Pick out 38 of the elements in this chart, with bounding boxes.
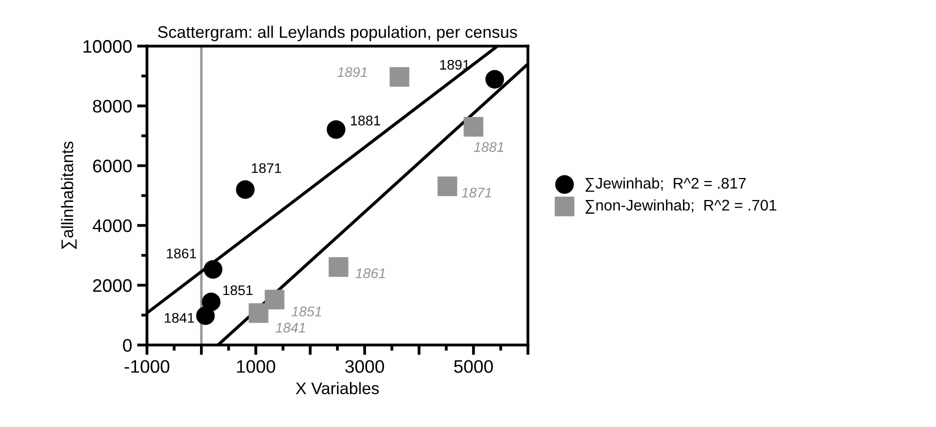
point xyxy=(328,257,348,277)
point xyxy=(390,67,410,87)
y-axis-title: ∑allinhabitants xyxy=(61,142,77,249)
annotation: 1881 xyxy=(474,142,504,152)
legend-label: ∑non-Jewinhab; R^2 = .701 xyxy=(586,199,776,214)
legend-label: ∑Jewinhab; R^2 = .817 xyxy=(586,177,746,192)
point xyxy=(438,176,458,196)
x-tick-label: 5000 xyxy=(454,360,493,373)
annotation: 1851 xyxy=(223,285,252,296)
y-tick-label: 10000 xyxy=(84,40,132,53)
x-tick-label: -1000 xyxy=(124,360,170,373)
annotation: 1891 xyxy=(337,67,367,78)
point xyxy=(485,70,504,89)
x-axis-title: X Variables xyxy=(296,382,379,394)
chart-title: Scattergram: all Leylands population, per census xyxy=(158,26,518,42)
annotation: 1871 xyxy=(462,188,491,198)
point xyxy=(202,292,220,312)
y-tick-label: 6000 xyxy=(93,160,132,172)
y-tick-label: 8000 xyxy=(92,100,132,113)
point xyxy=(248,303,268,323)
annotation: 1851 xyxy=(292,306,321,316)
x-tick-label: 3000 xyxy=(345,360,384,373)
point xyxy=(326,120,346,139)
point xyxy=(204,260,222,279)
y-tick-label: 2000 xyxy=(93,279,132,292)
annotation: 1871 xyxy=(252,163,282,174)
annotation: 1891 xyxy=(440,60,470,70)
x-tick-label: 1000 xyxy=(237,360,276,373)
annotation: 1861 xyxy=(166,248,196,258)
point xyxy=(236,180,255,199)
y-tick-label: 4000 xyxy=(92,219,132,232)
annotation: 1881 xyxy=(351,116,380,126)
point xyxy=(264,290,284,310)
annotation: 1861 xyxy=(356,268,385,278)
point xyxy=(464,117,484,137)
annotation: 1841 xyxy=(164,312,194,323)
y-tick-label: 0 xyxy=(123,338,132,352)
annotation: 1841 xyxy=(276,322,305,333)
